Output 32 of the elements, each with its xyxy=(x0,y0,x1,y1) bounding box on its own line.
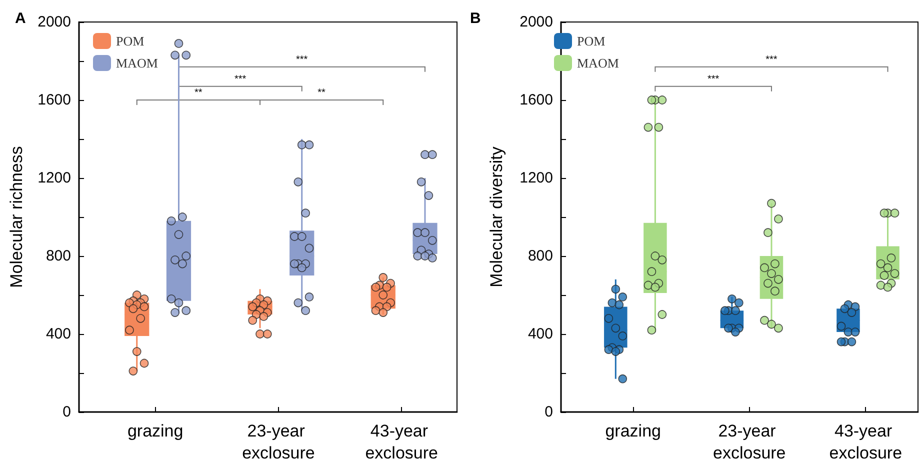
y-tick-label: 2000 xyxy=(520,14,553,30)
y-tick-label: 0 xyxy=(62,404,71,420)
y-tick-label: 1600 xyxy=(520,92,553,108)
annotation: *** xyxy=(234,74,246,85)
y-tick-label: 400 xyxy=(46,326,71,342)
legend-label: MAOM xyxy=(577,56,620,70)
chart-title: A xyxy=(15,10,26,27)
y-tick-label: 800 xyxy=(46,248,71,264)
y-tick-label: 400 xyxy=(528,326,553,342)
y-axis-title: Molecular diversity xyxy=(487,146,506,288)
annotation: *** xyxy=(296,54,308,66)
x-tick-label: 43-year exclosure xyxy=(829,422,902,462)
x-tick-label: 43-year exclosure xyxy=(365,422,438,462)
legend-label: MAOM xyxy=(116,56,158,70)
chart-title: B xyxy=(470,10,481,27)
y-tick-label: 1200 xyxy=(38,170,71,186)
y-tick-label: 1600 xyxy=(38,92,71,108)
y-tick-label: 800 xyxy=(528,248,553,264)
y-tick-label: 1200 xyxy=(520,170,553,186)
x-tick-label: grazing xyxy=(605,422,661,440)
y-tick-label: 0 xyxy=(544,404,553,420)
x-tick-label: 23-year exclosure xyxy=(713,422,786,462)
y-axis-title: Molecular richness xyxy=(7,146,26,288)
x-tick-label: 23-year exclosure xyxy=(242,422,315,462)
annotation: *** xyxy=(707,74,720,85)
annotation: ** xyxy=(194,88,202,98)
annotation: *** xyxy=(766,54,778,66)
y-tick-label: 2000 xyxy=(38,14,71,30)
legend-label: POM xyxy=(116,34,145,48)
x-tick-label: grazing xyxy=(127,422,184,440)
legend-label: POM xyxy=(577,34,606,48)
annotation: ** xyxy=(318,88,326,98)
